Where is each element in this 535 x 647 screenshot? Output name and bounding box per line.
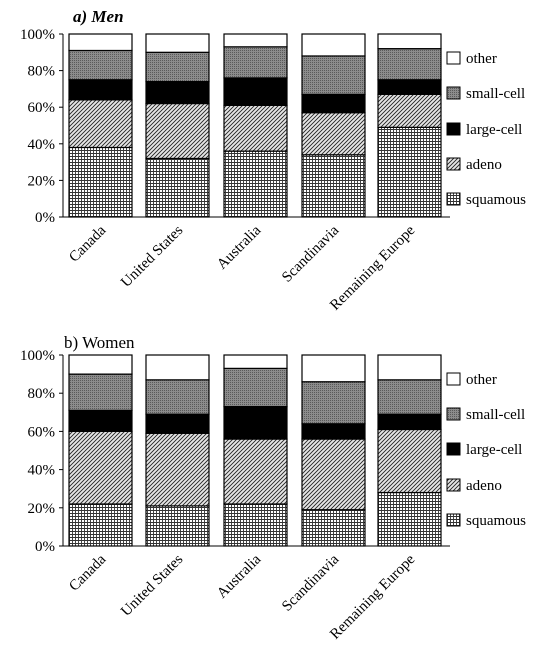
panel-men-chart: a) Men 0% 20% 40% 60% 80% 100% Canada United Sta…: [20, 7, 526, 314]
men-bar-large-cell-canada: [68, 79, 133, 101]
women-y-tick-label: 40%: [28, 463, 56, 479]
men-category-label: Scandinavia: [279, 222, 342, 285]
men-category-label: Canada: [66, 222, 109, 265]
women-bar-adeno-australia: [223, 438, 288, 505]
men-bar-other-scandinavia: [301, 33, 366, 57]
women-legend-swatch-other: [446, 372, 461, 386]
women-bar-squamous-scandinavia: [301, 509, 366, 547]
men-y-tick-label: 100%: [20, 27, 55, 43]
men-y-tick-label: 60%: [28, 100, 56, 116]
men-bar-squamous-united-states: [145, 157, 210, 218]
men-legend-swatch-small-cell: [446, 86, 461, 100]
women-bar-adeno-canada: [68, 430, 133, 505]
men-legend-swatch-large-cell: [446, 122, 461, 136]
women-legend-swatch-squamous: [446, 513, 461, 527]
men-bar-squamous-australia: [223, 150, 288, 218]
men-bar-small-cell-scandinavia: [301, 55, 366, 95]
men-y-tick-label: 40%: [28, 137, 56, 153]
men-bar-squamous-remaining-europe: [377, 126, 442, 218]
women-y-tick-label: 60%: [28, 424, 56, 440]
women-bar-large-cell-australia: [223, 405, 288, 440]
men-y-tick-label: 80%: [28, 64, 56, 80]
women-y-tick-label: 0%: [35, 539, 55, 555]
men-bar-adeno-canada: [68, 99, 133, 149]
women-bar-squamous-canada: [68, 503, 133, 547]
women-category-label: Scandinavia: [279, 551, 342, 614]
women-bar-large-cell-united-states: [145, 413, 210, 434]
women-bar-other-scandinavia: [301, 354, 366, 383]
men-bar-other-australia: [223, 33, 288, 48]
women-y-tick-label: 100%: [20, 348, 55, 364]
men-bar-large-cell-australia: [223, 77, 288, 106]
women-category-label: Canada: [66, 551, 109, 594]
women-bar-squamous-australia: [223, 503, 288, 547]
women-bar-other-australia: [223, 354, 288, 369]
men-bar-small-cell-remaining-europe: [377, 48, 442, 81]
women-legend-label-adeno: adeno: [466, 478, 502, 494]
women-bar-other-united-states: [145, 354, 210, 381]
men-legend-swatch-adeno: [446, 157, 461, 171]
men-y-tick-label: 20%: [28, 173, 56, 189]
men-bar-squamous-scandinavia: [301, 154, 366, 218]
men-legend-label-squamous: squamous: [466, 192, 526, 208]
women-bar-adeno-united-states: [145, 432, 210, 507]
women-y-tick-label: 80%: [28, 386, 56, 402]
men-legend-swatch-squamous: [446, 192, 461, 206]
men-bar-large-cell-scandinavia: [301, 93, 366, 114]
men-bar-adeno-remaining-europe: [377, 93, 442, 128]
men-bar-other-canada: [68, 33, 133, 52]
men-bar-adeno-scandinavia: [301, 112, 366, 156]
women-legend-label-squamous: squamous: [466, 513, 526, 529]
men-legend-label-large-cell: large-cell: [466, 122, 522, 138]
men-bar-small-cell-canada: [68, 49, 133, 81]
women-category-label: Australia: [214, 551, 264, 601]
men-bar-large-cell-united-states: [145, 80, 210, 105]
men-legend-swatch-other: [446, 51, 461, 65]
men-bar-adeno-australia: [223, 104, 288, 152]
women-bar-small-cell-remaining-europe: [377, 379, 442, 415]
men-bar-other-remaining-europe: [377, 33, 442, 50]
women-bar-squamous-remaining-europe: [377, 491, 442, 547]
women-chart-title: b) Women: [64, 333, 135, 352]
men-bar-large-cell-remaining-europe: [377, 79, 442, 95]
men-y-tick-label: 0%: [35, 210, 55, 226]
men-bar-adeno-united-states: [145, 102, 210, 160]
women-legend-label-other: other: [466, 372, 497, 388]
women-bar-adeno-scandinavia: [301, 438, 366, 511]
men-category-label: United States: [118, 222, 186, 290]
women-bar-other-remaining-europe: [377, 354, 442, 381]
women-legend-label-small-cell: small-cell: [466, 407, 525, 423]
men-category-label: Australia: [214, 222, 264, 272]
men-bar-squamous-canada: [68, 146, 133, 218]
women-bar-squamous-united-states: [145, 505, 210, 547]
men-bar-small-cell-united-states: [145, 51, 210, 83]
women-bar-other-canada: [68, 354, 133, 375]
women-bar-small-cell-canada: [68, 373, 133, 411]
women-y-tick-label: 20%: [28, 501, 56, 517]
women-legend-swatch-small-cell: [446, 407, 461, 421]
women-legend-swatch-large-cell: [446, 442, 461, 456]
women-bar-large-cell-scandinavia: [301, 423, 366, 440]
men-bar-other-united-states: [145, 33, 210, 53]
women-bar-small-cell-scandinavia: [301, 381, 366, 425]
men-bar-small-cell-australia: [223, 46, 288, 79]
women-bar-large-cell-remaining-europe: [377, 413, 442, 431]
women-bar-small-cell-australia: [223, 367, 288, 408]
men-category-label: Remaining Europe: [327, 222, 418, 313]
men-legend-label-small-cell: small-cell: [466, 86, 525, 102]
women-legend-swatch-adeno: [446, 478, 461, 492]
women-category-label: Remaining Europe: [327, 551, 418, 642]
men-legend-label-adeno: adeno: [466, 157, 502, 173]
women-legend-label-large-cell: large-cell: [466, 442, 522, 458]
panel-women-chart: b) Women 0% 20% 40% 60% 80% 100% Canada United S…: [20, 333, 526, 643]
men-chart-title: a) Men: [73, 7, 124, 26]
women-bar-small-cell-united-states: [145, 379, 210, 415]
women-bar-adeno-remaining-europe: [377, 428, 442, 494]
men-legend-label-other: other: [466, 51, 497, 67]
women-category-label: United States: [118, 551, 186, 619]
women-bar-large-cell-canada: [68, 409, 133, 433]
